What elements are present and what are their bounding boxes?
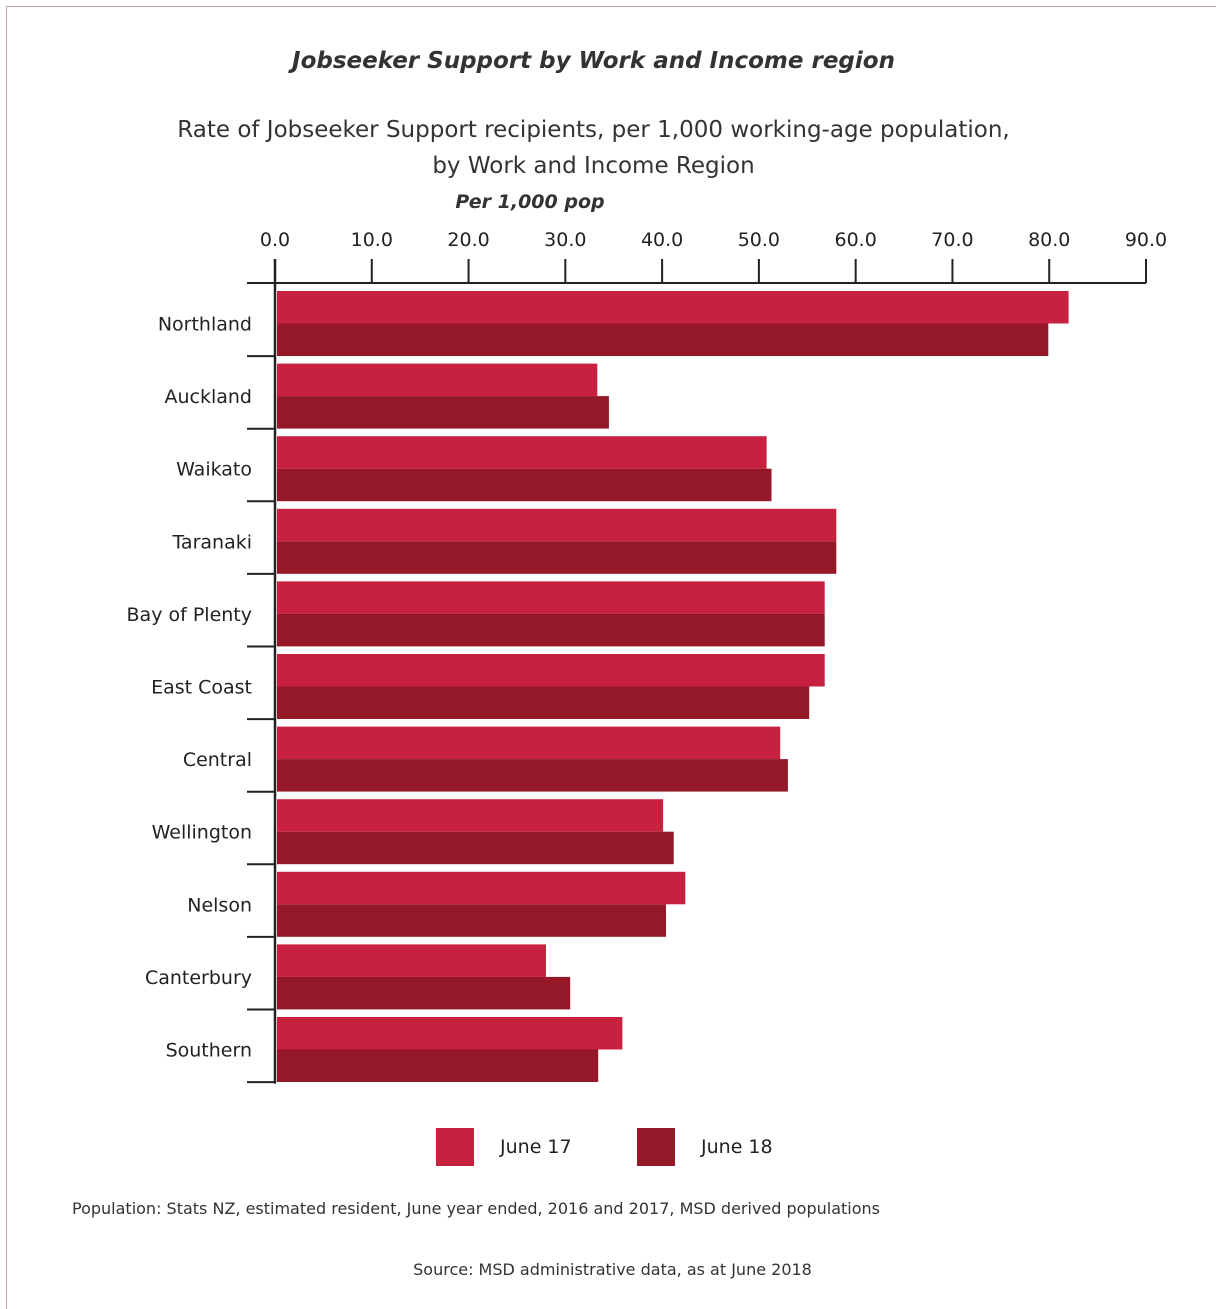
chart-frame xyxy=(6,6,1216,1309)
bar-northland-june-17 xyxy=(277,291,1069,324)
chart-subtitle-line-2: by Work and Income Region xyxy=(432,153,755,179)
bar-wellington-june-17 xyxy=(277,799,664,832)
y-tick-label: Canterbury xyxy=(145,967,252,989)
bar-canterbury-june-17 xyxy=(277,944,546,977)
bar-canterbury-june-18 xyxy=(277,976,571,1010)
bar-auckland-june-18 xyxy=(277,396,609,429)
chart-subtitle-line-1: Rate of Jobseeker Support recipients, pe… xyxy=(177,117,1010,143)
bar-southern-june-18 xyxy=(277,1049,599,1082)
x-tick-label: 20.0 xyxy=(447,229,489,251)
y-tick-label: Southern xyxy=(166,1040,252,1062)
x-tick-label: 50.0 xyxy=(738,229,780,251)
bar-nelson-june-18 xyxy=(277,904,666,937)
bar-waikato-june-17 xyxy=(277,436,767,469)
bar-bay-of-plenty-june-17 xyxy=(277,581,825,614)
y-tick-label: Taranaki xyxy=(171,531,252,553)
x-tick-label: 30.0 xyxy=(544,229,586,251)
bar-southern-june-17 xyxy=(277,1017,623,1050)
y-tick-label: Waikato xyxy=(176,459,252,481)
bar-east-coast-june-17 xyxy=(277,654,825,687)
y-tick-label: Bay of Plenty xyxy=(127,604,252,626)
x-tick-label: 60.0 xyxy=(835,229,877,251)
y-tick-label: Northland xyxy=(158,314,252,336)
y-tick-label: Auckland xyxy=(164,386,252,408)
y-tick-label: East Coast xyxy=(151,677,252,699)
y-tick-label: Central xyxy=(183,749,252,771)
source-note: Source: MSD administrative data, as at J… xyxy=(413,1260,812,1279)
legend-swatch-june-17 xyxy=(436,1128,474,1166)
legend-item-june-17: June 17 xyxy=(436,1128,572,1166)
legend: June 17 June 18 xyxy=(0,1128,1216,1168)
legend-label-june-18: June 18 xyxy=(701,1136,773,1158)
chart-title: Jobseeker Support by Work and Income reg… xyxy=(292,48,895,74)
x-tick-label: 40.0 xyxy=(641,229,683,251)
population-note: Population: Stats NZ, estimated resident… xyxy=(72,1199,880,1218)
legend-label-june-17: June 17 xyxy=(500,1136,572,1158)
bar-east-coast-june-18 xyxy=(277,686,810,719)
bar-northland-june-18 xyxy=(277,323,1049,356)
bar-wellington-june-18 xyxy=(277,831,674,865)
x-tick-label: 80.0 xyxy=(1028,229,1070,251)
legend-swatch-june-18 xyxy=(637,1128,675,1166)
y-tick-label: Wellington xyxy=(152,822,252,844)
bar-auckland-june-17 xyxy=(277,363,598,397)
x-tick-label: 0.0 xyxy=(260,229,290,251)
legend-item-june-18: June 18 xyxy=(637,1128,773,1166)
bar-central-june-18 xyxy=(277,759,788,792)
bar-waikato-june-18 xyxy=(277,468,772,502)
bar-central-june-17 xyxy=(277,726,781,760)
bar-bay-of-plenty-june-18 xyxy=(277,613,825,647)
x-tick-label: 70.0 xyxy=(931,229,973,251)
bar-taranaki-june-17 xyxy=(277,508,837,542)
x-axis-title: Per 1,000 pop xyxy=(455,191,605,213)
bar-taranaki-june-18 xyxy=(277,541,837,574)
chart-subtitle: Rate of Jobseeker Support recipients, pe… xyxy=(0,112,1187,184)
y-tick-label: Nelson xyxy=(187,894,252,916)
x-tick-label: 90.0 xyxy=(1125,229,1167,251)
x-tick-label: 10.0 xyxy=(351,229,393,251)
bar-nelson-june-17 xyxy=(277,871,686,905)
